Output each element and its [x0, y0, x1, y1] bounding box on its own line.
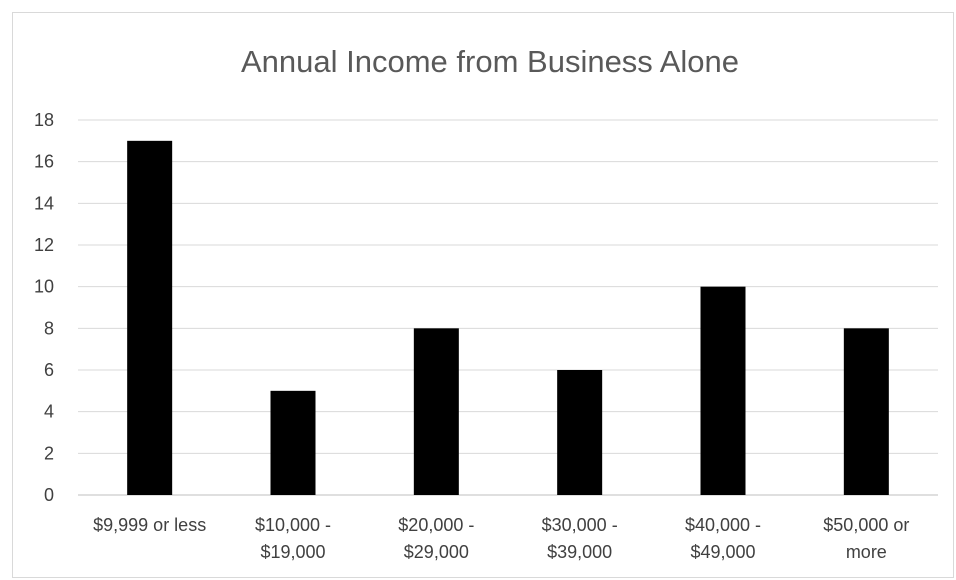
x-tick-label-line: $19,000 — [260, 542, 325, 562]
y-tick-label: 2 — [44, 443, 54, 463]
x-tick-label-line: $20,000 - — [398, 515, 474, 535]
x-tick-label-line: $50,000 or — [823, 515, 909, 535]
y-tick-label: 0 — [44, 485, 54, 505]
bar — [700, 286, 746, 495]
y-tick-label: 6 — [44, 360, 54, 380]
x-tick-label-line: $29,000 — [404, 542, 469, 562]
x-tick-label-line: $39,000 — [547, 542, 612, 562]
bar — [127, 140, 173, 496]
x-tick-label: $10,000 - $19,000 — [255, 515, 331, 562]
y-tick-label: 4 — [44, 402, 54, 422]
x-tick-label: $50,000 or more — [823, 515, 909, 562]
x-tick-label-line: more — [846, 542, 887, 562]
bar — [843, 328, 889, 495]
x-tick-label-line: $49,000 — [690, 542, 755, 562]
bar — [413, 328, 459, 495]
x-tick-label-line: $40,000 - — [685, 515, 761, 535]
x-tick-label: $9,999 or less — [93, 515, 206, 535]
x-tick-label-line: $30,000 - — [542, 515, 618, 535]
x-tick-label: $30,000 - $39,000 — [542, 515, 618, 562]
y-tick-label: 12 — [34, 235, 54, 255]
x-tick-label: $20,000 - $29,000 — [398, 515, 474, 562]
y-tick-label: 18 — [34, 110, 54, 130]
y-tick-label: 8 — [44, 318, 54, 338]
chart-title: Annual Income from Business Alone — [241, 44, 739, 79]
bar — [557, 370, 603, 495]
x-tick-label: $40,000 - $49,000 — [685, 515, 761, 562]
gridlines — [78, 119, 938, 496]
bars — [127, 140, 889, 496]
x-tick-label-line: $9,999 or less — [93, 515, 206, 535]
x-tick-label-line: $10,000 - — [255, 515, 331, 535]
y-axis-ticks: 0 2 4 6 8 10 12 14 16 18 — [34, 110, 54, 505]
x-axis-ticks: $9,999 or less $10,000 -$19,000$20,000 -$… — [93, 515, 909, 562]
y-tick-label: 10 — [34, 277, 54, 297]
y-tick-label: 14 — [34, 193, 54, 213]
y-tick-label: 16 — [34, 152, 54, 172]
bar — [270, 390, 316, 495]
